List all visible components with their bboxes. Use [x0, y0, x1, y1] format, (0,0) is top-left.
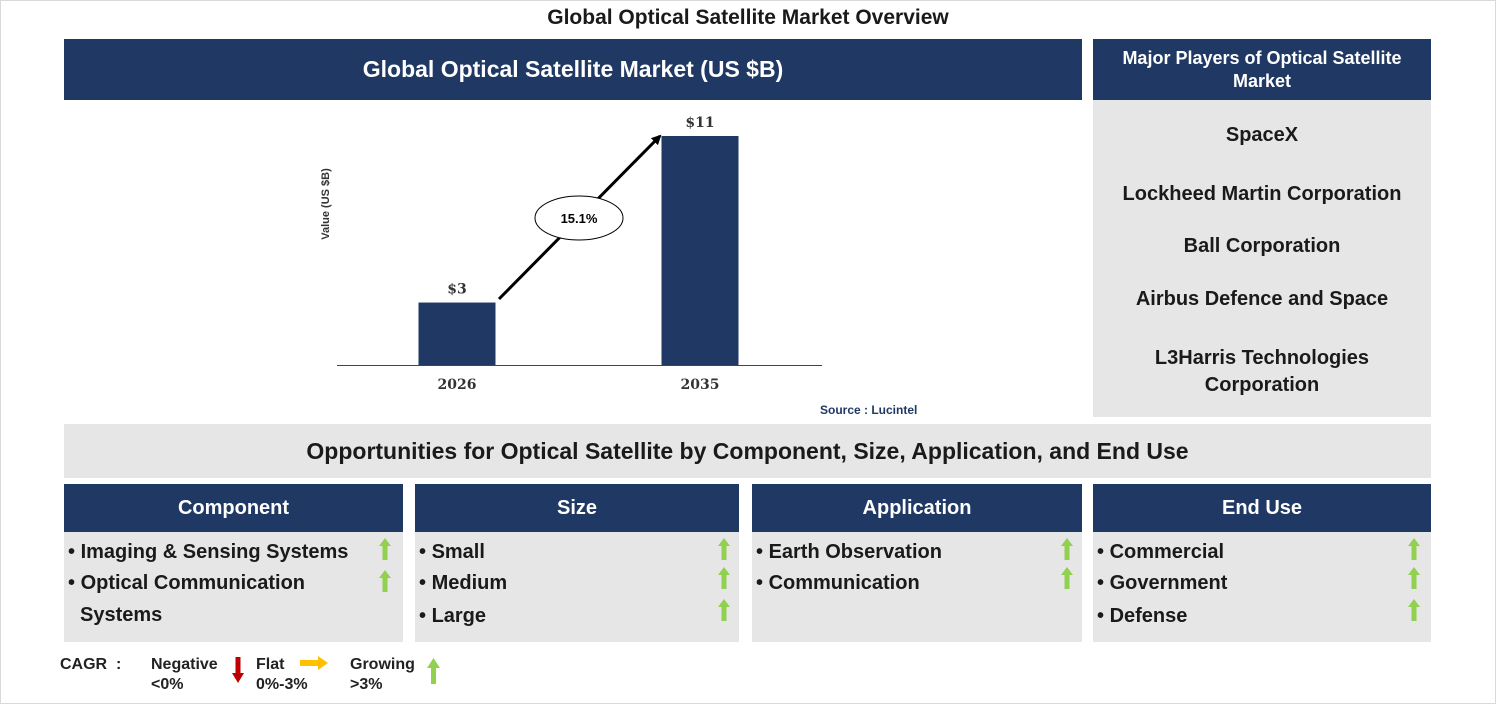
players-header: Major Players of Optical Satellite Marke… [1093, 39, 1431, 100]
segment-item: • Imaging & Sensing Systems [68, 541, 349, 563]
x-tick-label-2026: 2026 [438, 377, 477, 393]
segment-item: • Medium [419, 572, 508, 594]
segment-body-size: • Small • Medium • Large [415, 532, 739, 642]
legend-negative: Negative <0% [151, 656, 218, 693]
player-l3harris: L3Harris Technologies Corporation [1154, 347, 1370, 396]
segment-header-component: Component [64, 484, 403, 532]
segment-body-application: • Earth Observation • Communication [752, 532, 1082, 642]
segment-item: • Communication [756, 572, 920, 594]
segment-item: • Optical Communication Systems [68, 572, 306, 626]
opportunities-title: Opportunities for Optical Satellite by C… [64, 424, 1431, 478]
down-arrow-icon [232, 657, 244, 683]
segment-header-application: Application [752, 484, 1082, 532]
segment-header-size: Size [415, 484, 739, 532]
up-arrow-icon [718, 567, 730, 589]
cagr-ellipse [534, 195, 624, 241]
players-panel: SpaceX Lockheed Martin Corporation Ball … [1093, 100, 1431, 417]
segment-body-component: • Imaging & Sensing Systems • Optical Co… [64, 532, 403, 642]
y-axis-label: Value (US $B) [320, 168, 332, 240]
segment-item: • Earth Observation [756, 541, 942, 563]
segment-item: • Government [1097, 572, 1228, 594]
legend-growing: Growing >3% [350, 656, 415, 693]
bar-chart: Value (US $B) $3 2026 $11 2035 15.1% [320, 115, 822, 393]
legend-flat: Flat 0%-3% [256, 656, 308, 693]
bar-2035 [661, 136, 739, 365]
segment-item: • Defense [1097, 605, 1188, 627]
up-arrow-icon [379, 538, 391, 560]
up-arrow-icon [1408, 567, 1420, 589]
segment-item: • Small [419, 541, 485, 563]
legend-cagr-label: CAGR : [60, 656, 122, 673]
up-arrow-icon [718, 538, 730, 560]
player-airbus: Airbus Defence and Space [1135, 288, 1389, 310]
segment-header-end-use: End Use [1093, 484, 1431, 532]
bar-2026 [418, 302, 496, 365]
source-label: Source : Lucintel [820, 403, 918, 417]
chart-header: Global Optical Satellite Market (US $B) [64, 39, 1082, 100]
right-arrow-icon [300, 656, 328, 670]
data-label-2026: $3 [447, 282, 466, 298]
page-title: Global Optical Satellite Market Overview [547, 6, 949, 29]
segment-body-end-use: • Commercial • Government • Defense [1093, 532, 1431, 642]
up-arrow-icon [1408, 599, 1420, 621]
up-arrow-icon [1061, 538, 1073, 560]
player-ball-corporation: Ball Corporation [1183, 235, 1341, 257]
player-spacex: SpaceX [1225, 124, 1299, 146]
player-lockheed-martin: Lockheed Martin Corporation [1122, 183, 1402, 205]
up-arrow-icon [1408, 538, 1420, 560]
x-tick-label-2035: 2035 [681, 377, 720, 393]
up-arrow-icon [1061, 567, 1073, 589]
up-arrow-icon [718, 599, 730, 621]
segment-item: • Large [419, 605, 487, 627]
cagr-label: 15.1% [561, 211, 598, 226]
segment-item: • Commercial [1097, 541, 1225, 563]
up-arrow-icon [379, 570, 391, 592]
up-arrow-icon [427, 658, 440, 684]
data-label-2035: $11 [685, 115, 714, 131]
